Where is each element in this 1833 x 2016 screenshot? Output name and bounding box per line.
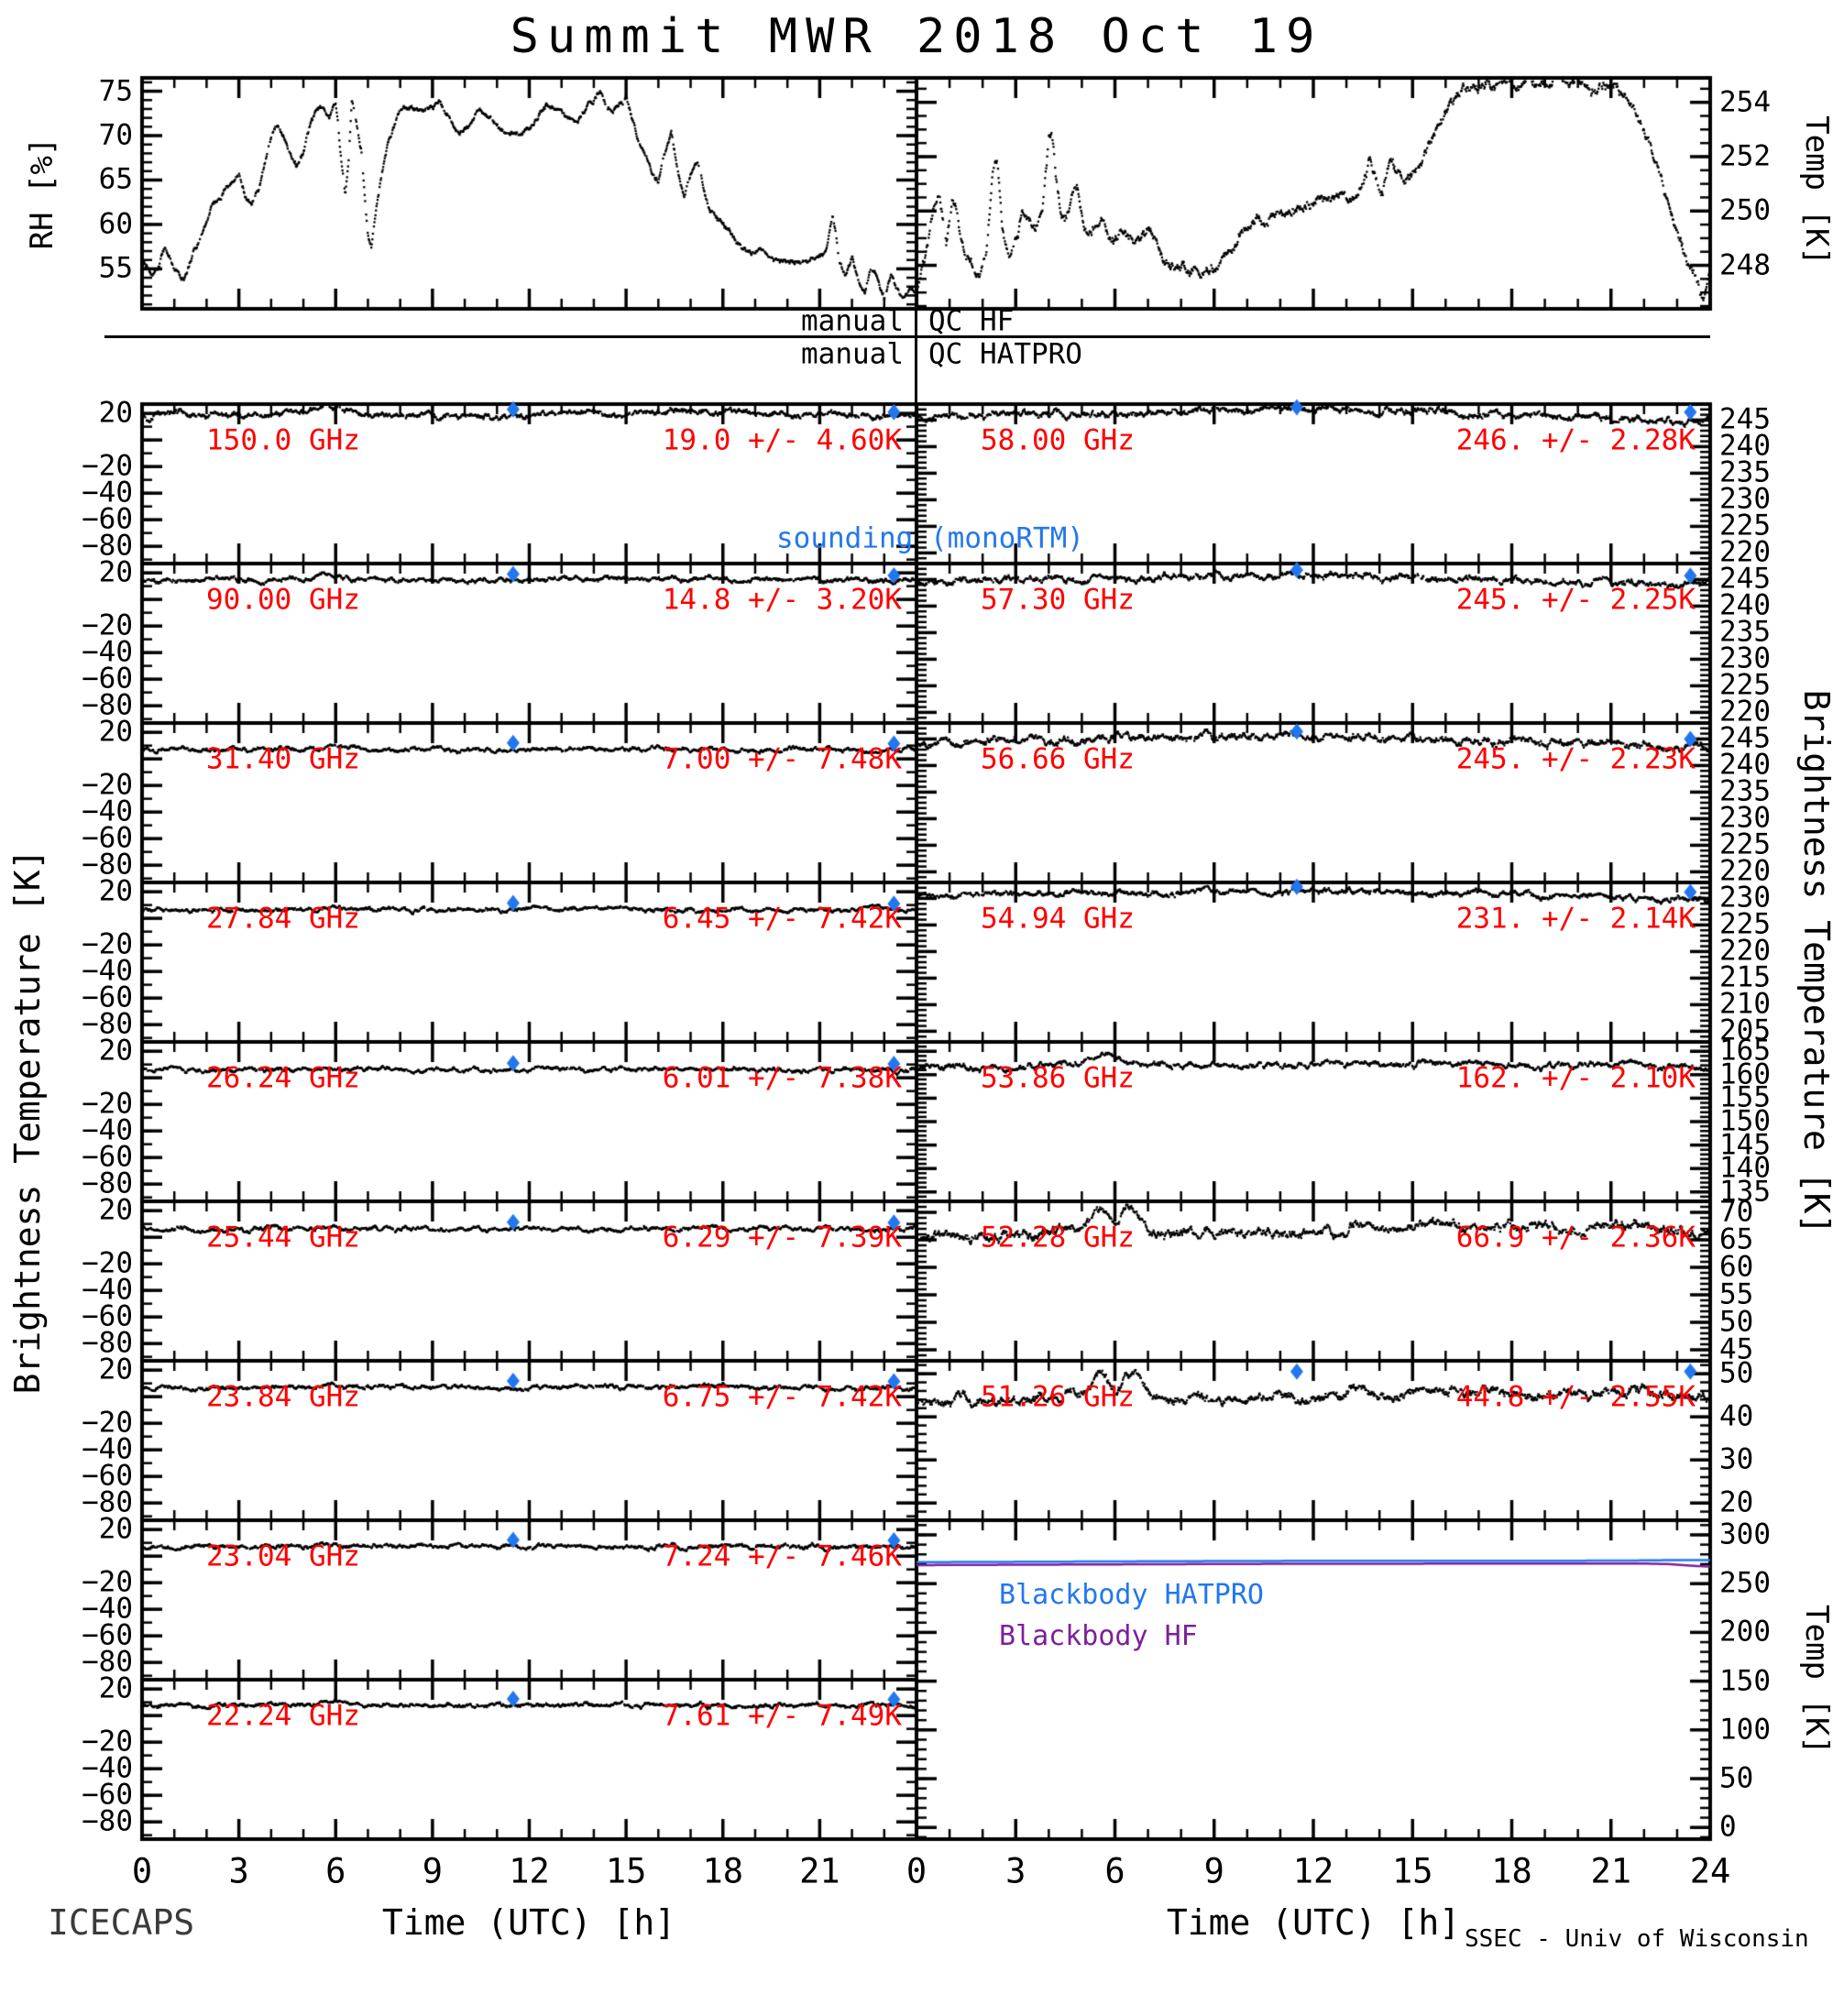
qc-center-divider [915,309,917,404]
qc-separator-line [104,335,1710,338]
